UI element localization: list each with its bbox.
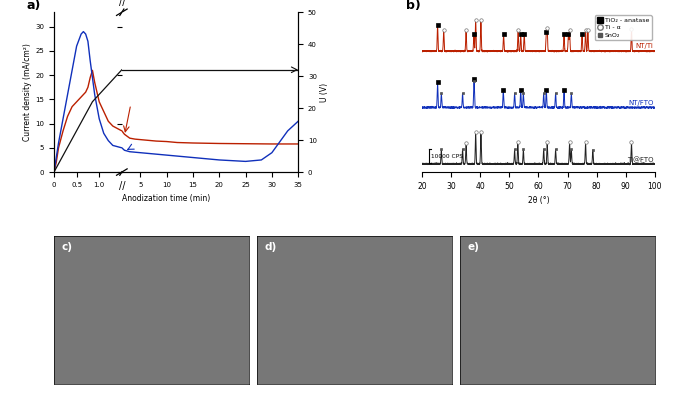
X-axis label: 2θ (°): 2θ (°) [528, 196, 549, 205]
Text: //: // [119, 181, 125, 191]
Text: Anodization time (min): Anodization time (min) [122, 194, 210, 203]
Text: NT/FTO: NT/FTO [628, 100, 653, 106]
Text: //: // [119, 0, 125, 7]
Text: Ti@FTO: Ti@FTO [627, 157, 653, 164]
Text: b): b) [406, 0, 421, 13]
Text: a): a) [27, 0, 41, 13]
Text: 10000 CPS: 10000 CPS [431, 154, 464, 159]
Legend: TiO₂ - anatase, Ti - α, SnO₂: TiO₂ - anatase, Ti - α, SnO₂ [595, 16, 651, 40]
Text: d): d) [265, 242, 277, 253]
Y-axis label: U (V): U (V) [320, 82, 329, 102]
Y-axis label: Current density (mA/cm²): Current density (mA/cm²) [24, 43, 32, 141]
Text: NT/Ti: NT/Ti [635, 43, 653, 49]
Text: c): c) [62, 242, 73, 253]
Text: e): e) [468, 242, 479, 253]
